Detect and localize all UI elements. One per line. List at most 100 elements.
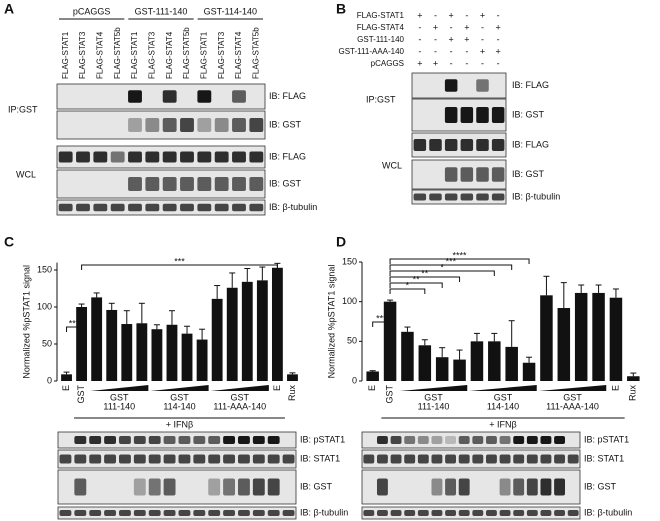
blot-band xyxy=(148,454,161,464)
group-label: 111-AAA-140 xyxy=(546,401,599,411)
blot-band xyxy=(232,203,246,212)
blot-label: IB: FLAG xyxy=(269,151,306,161)
y-tick-label: 100 xyxy=(37,301,52,311)
blot-band xyxy=(417,510,429,516)
blot-band xyxy=(390,510,402,516)
blot-band xyxy=(445,478,457,496)
panel-label: B xyxy=(336,1,346,17)
blot-band xyxy=(133,478,146,496)
significance-bracket xyxy=(389,282,443,288)
blot-band xyxy=(444,193,458,201)
blot-band xyxy=(180,203,194,212)
blot-strip xyxy=(411,98,507,132)
blot-band xyxy=(460,107,474,123)
blot-band xyxy=(472,454,484,464)
bar xyxy=(592,292,605,381)
dose-wedge xyxy=(150,385,209,391)
condition-label: pCAGGS xyxy=(371,59,404,68)
blot-band xyxy=(526,510,538,516)
condition-sign: - xyxy=(465,58,468,68)
blot-strip xyxy=(361,449,581,469)
blot-band xyxy=(458,454,470,464)
lane-label: FLAG-STAT4 xyxy=(95,31,104,79)
section-label: WCL xyxy=(382,160,402,170)
blot-band xyxy=(89,510,102,516)
blot-band xyxy=(74,436,87,444)
blot-band xyxy=(249,151,264,163)
group-label: GST xyxy=(110,392,129,402)
blot-band xyxy=(162,203,177,212)
significance-bracket xyxy=(389,288,426,294)
blot-band xyxy=(444,167,458,182)
panel-label: C xyxy=(4,234,14,250)
y-tick-label: 150 xyxy=(37,264,52,274)
y-axis-label: Normalized %pSTAT1 signal xyxy=(326,265,336,379)
blot-band xyxy=(74,454,87,464)
blot-band xyxy=(89,454,102,464)
blot-band xyxy=(526,454,538,464)
blot-band xyxy=(93,203,108,212)
blot-label: IB: FLAG xyxy=(269,91,306,101)
condition-sign: - xyxy=(481,34,484,44)
significance-label: * xyxy=(440,262,444,272)
blot-band xyxy=(252,436,265,444)
blot-strip xyxy=(361,431,581,449)
group-label: GST xyxy=(424,392,443,402)
blot-band xyxy=(472,510,484,516)
blot-band xyxy=(390,436,402,444)
condition-sign: + xyxy=(417,58,422,68)
bar xyxy=(61,374,72,381)
blot-strip xyxy=(411,159,507,190)
group-label: GST-114-140 xyxy=(204,6,257,16)
group-label: GST xyxy=(494,392,513,402)
blot-band xyxy=(118,454,131,464)
condition-sign: + xyxy=(480,10,485,20)
blot-band xyxy=(93,151,108,163)
lane-label: FLAG-STAT1 xyxy=(61,31,70,79)
blot-band xyxy=(252,478,265,496)
bar xyxy=(211,298,223,381)
blot-band xyxy=(208,478,221,496)
x-tick-label: E xyxy=(61,385,71,391)
bar xyxy=(609,297,623,381)
blot-band xyxy=(180,177,194,191)
blot-label: IB: GST xyxy=(584,481,617,491)
blot-band xyxy=(232,118,246,132)
blot-band xyxy=(180,151,194,163)
blot-band xyxy=(214,203,229,212)
blot-band xyxy=(444,79,458,92)
blot-band xyxy=(223,454,236,464)
blot-band xyxy=(445,454,457,464)
bar xyxy=(106,309,118,381)
blot-band xyxy=(404,510,416,516)
blot-band xyxy=(567,510,579,516)
blot-band xyxy=(444,107,458,123)
bar xyxy=(505,346,518,381)
blot-band xyxy=(237,510,250,516)
blot-band xyxy=(133,454,146,464)
blot-band xyxy=(513,454,525,464)
blot-band xyxy=(74,478,87,496)
blot-band xyxy=(163,454,176,464)
lane-label: FLAG-STAT1 xyxy=(130,31,139,79)
bar xyxy=(181,333,193,381)
bar xyxy=(627,376,640,381)
blot-band xyxy=(267,454,280,464)
blot-band xyxy=(223,510,236,516)
condition-sign: - xyxy=(481,58,484,68)
blot-band xyxy=(128,203,142,212)
group-label: 111-140 xyxy=(418,401,450,411)
blot-band xyxy=(197,203,212,212)
blot-band xyxy=(162,151,177,163)
blot-strip xyxy=(57,506,297,520)
x-tick-label: E xyxy=(610,385,620,391)
bar xyxy=(470,341,484,381)
blot-band xyxy=(376,454,388,464)
condition-sign: + xyxy=(496,22,501,32)
blot-band xyxy=(491,193,505,201)
condition-sign: - xyxy=(418,22,421,32)
blot-band xyxy=(376,478,388,496)
condition-sign: + xyxy=(417,10,422,20)
blot-band xyxy=(472,436,484,444)
